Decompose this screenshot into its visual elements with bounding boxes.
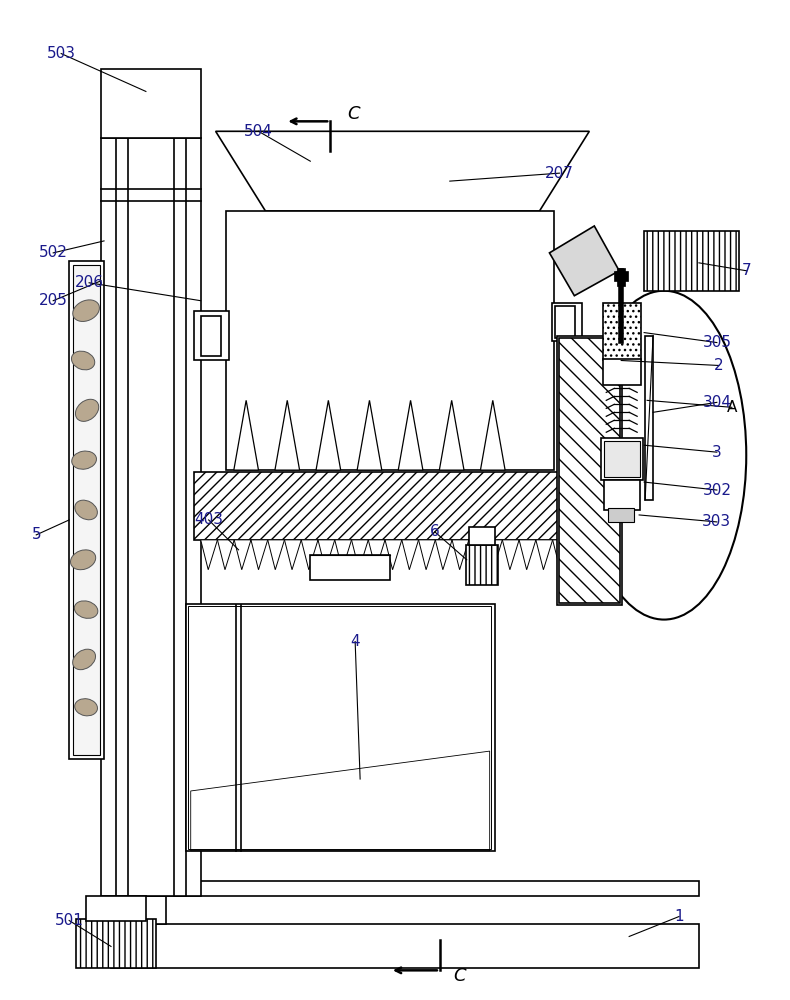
Polygon shape [352,540,368,570]
Polygon shape [216,131,589,211]
Ellipse shape [72,451,96,469]
Polygon shape [335,540,352,570]
Text: 503: 503 [47,46,76,61]
Text: 7: 7 [742,263,751,278]
Text: 207: 207 [545,166,574,181]
Text: 2: 2 [714,358,724,373]
Polygon shape [502,540,519,570]
Bar [86,896,146,921]
Bar [559,338,620,603]
Polygon shape [519,540,536,570]
Bar [644,231,739,291]
Bar [111,924,699,968]
Bar [615,271,628,281]
Polygon shape [190,751,490,851]
Bar [604,359,641,385]
Ellipse shape [70,550,96,570]
Text: 403: 403 [194,512,223,527]
Ellipse shape [73,300,100,321]
Bar [552,303,582,341]
Polygon shape [318,540,335,570]
Polygon shape [398,400,423,470]
Text: 1: 1 [674,909,684,924]
Polygon shape [550,226,619,296]
Ellipse shape [75,500,97,520]
Polygon shape [468,540,486,570]
Bar [194,311,228,360]
Ellipse shape [73,649,96,670]
Bar [116,138,128,896]
Text: 501: 501 [55,913,84,928]
Polygon shape [385,540,402,570]
Bar [645,336,653,500]
Text: 303: 303 [702,514,732,529]
Bar [604,441,640,477]
Polygon shape [357,400,382,470]
Bar [111,881,699,896]
Polygon shape [553,540,570,570]
Bar [76,919,156,968]
Text: C: C [453,967,466,985]
Text: 5: 5 [32,527,41,542]
Polygon shape [439,400,464,470]
Text: 4: 4 [350,634,360,649]
Text: 205: 205 [39,293,68,308]
Bar [201,316,220,356]
Polygon shape [480,400,505,470]
Bar [558,336,623,605]
Text: 504: 504 [244,124,273,139]
Bar [101,69,201,138]
Ellipse shape [71,351,95,370]
Ellipse shape [74,601,98,618]
Bar [466,545,498,585]
Bar [604,480,640,510]
Polygon shape [419,540,435,570]
Bar [111,896,166,924]
Bar [601,438,643,480]
Polygon shape [201,540,217,570]
Polygon shape [368,540,385,570]
Polygon shape [234,400,258,470]
Polygon shape [316,400,340,470]
Ellipse shape [75,699,97,716]
Text: A: A [727,400,737,415]
Text: 6: 6 [430,524,440,539]
Text: C: C [347,105,359,123]
Bar [604,303,641,360]
Text: 304: 304 [702,395,732,410]
Polygon shape [284,540,301,570]
Bar [617,268,625,286]
Bar [310,555,390,580]
Bar [226,211,555,470]
Polygon shape [402,540,419,570]
Text: 3: 3 [712,445,722,460]
Polygon shape [268,540,284,570]
Text: 502: 502 [39,245,68,260]
Bar [73,265,100,755]
Text: 206: 206 [74,275,103,290]
Polygon shape [452,540,468,570]
Polygon shape [435,540,452,570]
Bar [555,306,575,338]
Bar [188,606,491,849]
Polygon shape [536,540,553,570]
Text: 302: 302 [702,483,732,498]
Polygon shape [234,540,251,570]
Ellipse shape [582,291,747,620]
Polygon shape [251,540,268,570]
Polygon shape [275,400,299,470]
Bar [70,261,104,759]
Bar [186,604,495,851]
Polygon shape [486,540,502,570]
Bar [468,527,495,545]
Text: 305: 305 [702,335,732,350]
Ellipse shape [76,399,99,421]
Bar [194,472,602,540]
Bar [608,508,634,522]
Bar [174,138,186,896]
Bar [101,138,201,896]
Polygon shape [301,540,318,570]
Polygon shape [217,540,234,570]
